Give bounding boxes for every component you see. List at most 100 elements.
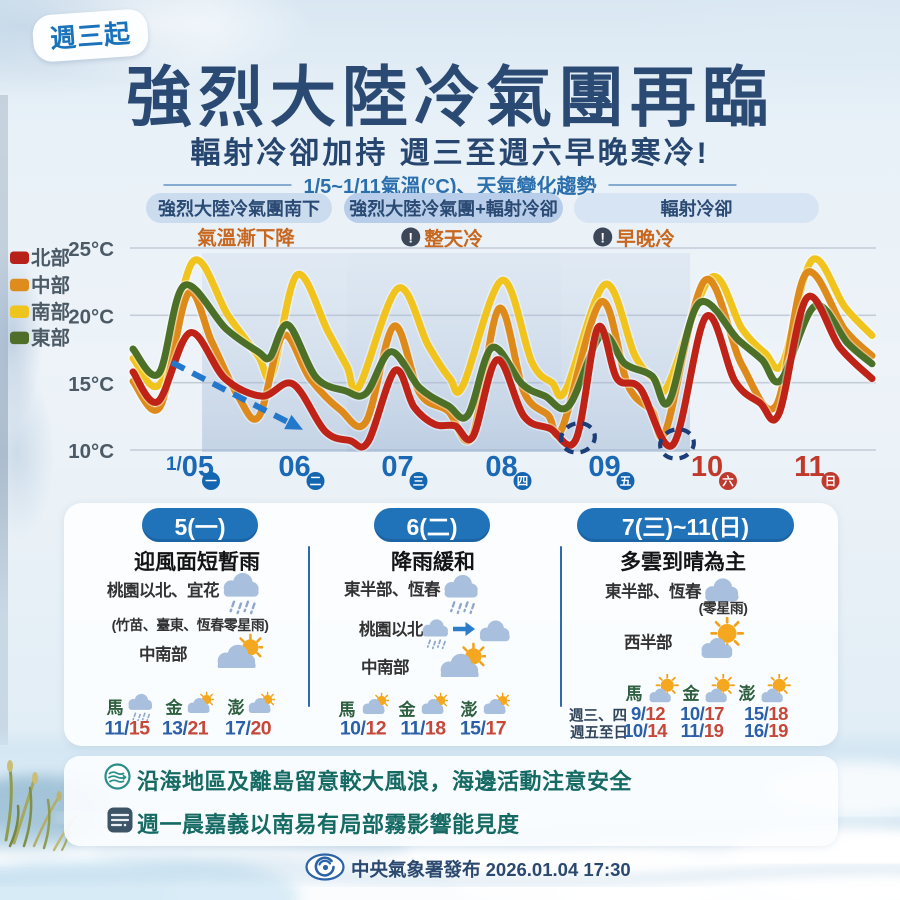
chart-x-axis-labels: 1/05一 06 二 07 三 08 四 09 五 10 六 11 日: [166, 451, 840, 490]
legend-label-south: 南部: [31, 301, 70, 324]
phase-pill-radiative: 輻射冷卻: [574, 193, 819, 223]
wind-wave-icon-part: [108, 771, 125, 776]
fog-icon-part: [123, 823, 127, 827]
matsu-weather-icon: [361, 692, 389, 714]
col2-row2-text: 桃園以北: [359, 621, 424, 639]
island-matsu: 馬: [106, 698, 124, 718]
slash: /: [642, 720, 648, 741]
low-temp: 17: [224, 717, 246, 739]
chart-graphic: 06: [278, 451, 310, 483]
legend-swatch-east: [10, 331, 29, 345]
slash: /: [360, 717, 366, 740]
fog-icon: [107, 807, 133, 833]
matsu-temps: 10/12: [340, 717, 387, 741]
grass-part: [8, 804, 20, 848]
legend-swatch-central: [10, 278, 29, 292]
arrow-right-icon-part: [453, 622, 475, 636]
low-temp: 11: [104, 717, 124, 739]
slash: /: [124, 717, 129, 739]
chart-graphic: 08: [485, 451, 517, 483]
weekday-circle: [409, 472, 428, 490]
island-penghu: 澎: [227, 698, 245, 718]
wind-wave-icon: [104, 763, 131, 790]
warning-icon: !: [593, 227, 613, 247]
chart-graphic: 11: [794, 451, 825, 483]
sun-behind-cloud-icon: [439, 642, 486, 677]
col1-row3-text: 中南部: [139, 646, 188, 664]
ytick-25: 25°C: [68, 238, 114, 261]
penghu-temps: 17/20: [224, 717, 272, 740]
weekday-badge: 三: [413, 475, 425, 488]
high-temp: 15: [128, 717, 150, 739]
col2-title: 降雨緩和: [391, 551, 475, 574]
kinmen-weather-icon-part: [420, 692, 448, 714]
background-sky: [0, 0, 900, 130]
island-matsu: 馬: [338, 700, 356, 720]
slash: /: [245, 717, 251, 739]
high-temp: 19: [768, 720, 788, 741]
high-temp: 17: [704, 703, 724, 724]
background-left-clouds: [0, 250, 70, 540]
matsu-weather-icon-part: [648, 674, 679, 703]
chart-annotations: [170, 359, 696, 461]
xtick-label: 07: [381, 451, 413, 483]
slash: /: [480, 717, 486, 740]
arrow-right-icon: [453, 622, 475, 636]
penghu-weather-icon: [760, 674, 791, 703]
slash: /: [699, 720, 704, 741]
chart-legend: 北部 中部 南部 東部: [10, 247, 70, 350]
column-divider-2: [560, 546, 562, 707]
kinmen-weather-icon: [186, 691, 214, 713]
page-title: 強烈大陸冷氣團再臨: [126, 60, 774, 134]
sun-behind-cloud-icon: [216, 633, 263, 668]
weekday-badge: 四: [517, 475, 529, 488]
xtick-label: 09: [588, 451, 620, 483]
col1-row1-text: 桃園以北、宜花: [107, 582, 220, 600]
fri-sun-penghu-temps: 16/19: [744, 720, 788, 742]
low-temp: 13: [161, 717, 183, 739]
matsu-temps: 11/15: [104, 717, 150, 740]
fog-icon-part: [110, 813, 130, 827]
wind-wave-icon-part: [108, 774, 127, 780]
wed-thu-matsu-temps: 9/12: [631, 703, 666, 725]
phase-note-cold-morning-evening: ! 早晚冷: [593, 223, 675, 252]
xtick-label: 08: [485, 451, 517, 483]
chart-graphic: 1/: [166, 454, 183, 475]
kinmen-temps: 13/21: [161, 717, 209, 740]
chart-graphic: 09: [588, 451, 620, 483]
high-temp: 12: [365, 717, 387, 740]
legend-swatch-north: [10, 251, 29, 264]
island-kinmen: 金: [682, 684, 700, 704]
warning-icon: !: [401, 227, 421, 247]
sun-behind-cloud-icon-part: [216, 633, 263, 668]
kinmen-weather-icon: [420, 692, 448, 714]
legend-label-central: 中部: [31, 274, 70, 297]
legend-label-east: 東部: [31, 327, 70, 350]
weekday-circle: [821, 472, 840, 490]
slash: /: [182, 717, 188, 739]
note-wind-waves: 沿海地區及離島留意較大風浪，海邊活動注意安全: [137, 769, 633, 794]
weekday-badge: 一: [205, 476, 217, 488]
sun-behind-cloud-icon-part: [439, 642, 486, 677]
grass-part: [32, 772, 38, 784]
weekday-circle: [202, 472, 220, 490]
slash: /: [420, 717, 425, 740]
island-penghu: 澎: [460, 700, 478, 720]
chart-y-axis-labels: 25°C 20°C 15°C 10°C: [68, 238, 114, 463]
caption-line-left: [163, 183, 292, 186]
sun-icon-part: [700, 617, 745, 659]
kinmen-weather-icon: [704, 674, 735, 703]
grass-part: [22, 786, 33, 848]
slash: /: [640, 703, 646, 724]
legend-label-north: 北部: [31, 247, 70, 270]
grass-part: [32, 796, 60, 848]
wed-thu-kinmen-temps: 10/17: [680, 703, 724, 725]
low-temp: 10: [623, 720, 643, 741]
cwa-logo-part: [322, 864, 329, 871]
cwa-logo: [305, 853, 345, 881]
notes-panel: [64, 756, 838, 846]
cloud-rain-icon: [443, 573, 479, 615]
weekday-badge: 五: [620, 475, 632, 488]
weekday-circle: [306, 472, 325, 490]
